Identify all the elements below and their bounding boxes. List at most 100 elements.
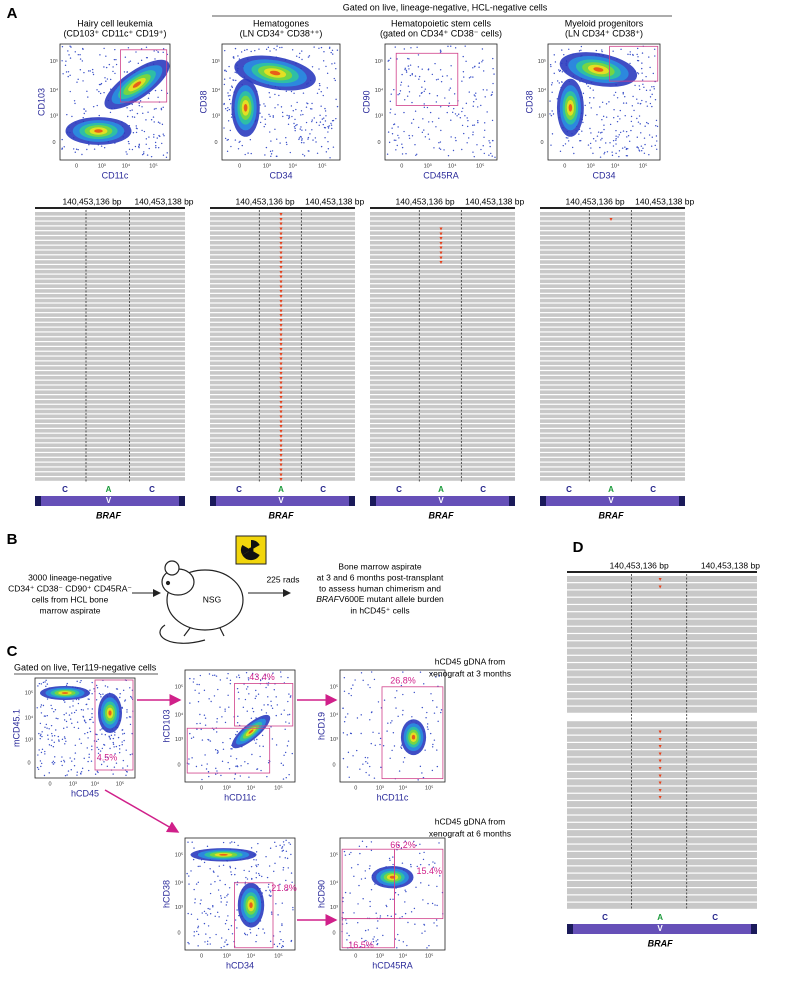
event (81, 153, 83, 156)
read (370, 318, 515, 322)
event (589, 142, 592, 145)
event (69, 57, 72, 59)
event (266, 876, 269, 879)
event (129, 723, 132, 726)
event (414, 110, 417, 112)
read (370, 240, 515, 245)
mutation: ▾ (659, 744, 662, 750)
event (36, 766, 39, 769)
event (201, 778, 203, 781)
event (267, 704, 269, 706)
base: C (712, 913, 718, 922)
event (221, 716, 223, 718)
event (196, 918, 199, 920)
event (421, 131, 424, 134)
read (210, 347, 355, 351)
event (40, 751, 43, 754)
event (307, 136, 310, 139)
event (288, 116, 290, 118)
event (627, 53, 629, 56)
event (84, 720, 86, 722)
event (551, 110, 553, 112)
event (197, 701, 200, 703)
event (245, 688, 248, 690)
event (401, 146, 404, 149)
event (254, 49, 256, 52)
event (48, 772, 50, 774)
gate-arrow (104, 789, 180, 833)
event (96, 733, 98, 736)
event (587, 85, 589, 87)
event (392, 898, 394, 901)
event (246, 934, 249, 936)
event (52, 746, 55, 748)
event (190, 737, 193, 739)
event (629, 51, 631, 53)
event (307, 150, 309, 152)
event (87, 70, 90, 72)
event (643, 152, 646, 154)
density (411, 734, 416, 740)
event (232, 79, 234, 81)
event (491, 119, 494, 122)
event (646, 121, 648, 124)
event (95, 733, 97, 735)
event (618, 134, 620, 136)
mutation: ▾ (280, 414, 283, 420)
event (401, 143, 403, 145)
event (224, 923, 227, 925)
event (330, 122, 332, 125)
event (331, 127, 333, 130)
event (122, 689, 125, 692)
event (162, 106, 164, 109)
event (350, 851, 352, 854)
event (322, 123, 324, 126)
event (348, 692, 350, 695)
event (301, 129, 303, 131)
event (370, 841, 373, 843)
event (491, 139, 494, 142)
event (220, 937, 223, 939)
event (40, 733, 42, 736)
event (281, 111, 284, 114)
event (431, 73, 434, 76)
event (141, 153, 144, 156)
event (114, 753, 116, 755)
event (220, 946, 222, 949)
event (258, 48, 260, 50)
event (285, 850, 288, 853)
event (648, 56, 650, 58)
event (415, 844, 417, 847)
gate (234, 683, 294, 727)
event (350, 694, 352, 697)
read (567, 641, 757, 648)
event (397, 933, 399, 936)
event (637, 56, 639, 58)
event (409, 64, 412, 66)
event (649, 102, 652, 105)
event (423, 683, 425, 685)
event (418, 78, 420, 80)
event (67, 75, 69, 78)
y-tick-label: 10⁵ (212, 58, 220, 65)
event (625, 102, 628, 104)
event (395, 913, 397, 915)
event (361, 937, 363, 940)
event (107, 756, 109, 759)
event (76, 771, 78, 773)
event (238, 674, 240, 676)
event (268, 883, 270, 886)
event (129, 753, 132, 756)
event (256, 675, 258, 677)
event (46, 698, 49, 700)
event (612, 139, 615, 142)
event (127, 140, 130, 143)
event (411, 716, 413, 718)
event (476, 144, 478, 146)
x-tick-label: 10³ (98, 163, 106, 169)
mutation: ▾ (659, 751, 662, 757)
event (601, 49, 603, 51)
event (609, 142, 611, 144)
event (482, 70, 485, 72)
event (88, 718, 91, 721)
